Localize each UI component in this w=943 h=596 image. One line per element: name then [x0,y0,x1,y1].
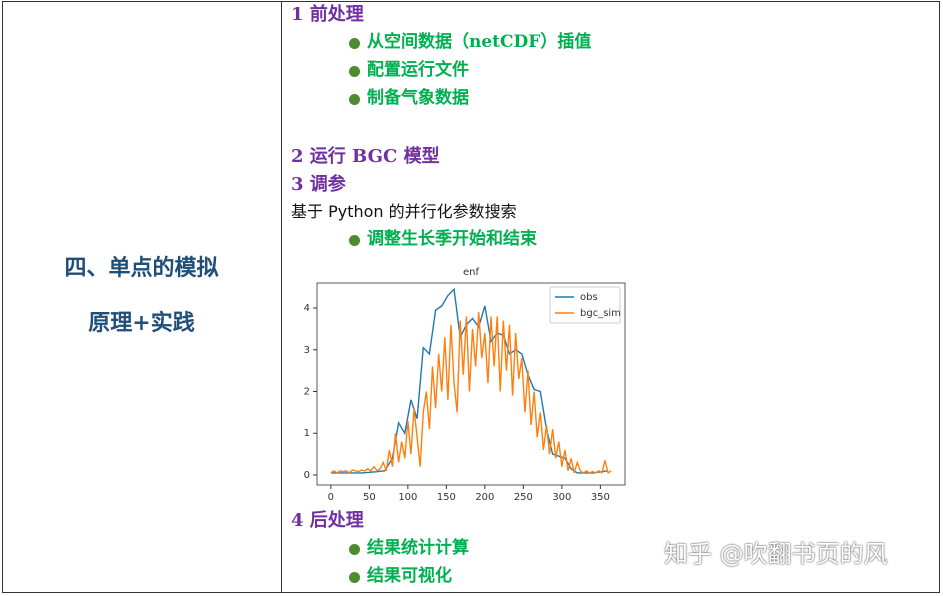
x-tick-label: 0 [328,492,334,502]
x-tick-label: 200 [475,492,494,502]
y-tick-label: 0 [304,470,310,481]
border [2,592,940,593]
left-subtitle: 原理+实践 [88,310,195,336]
note: 基于 Python 的并行化参数搜索 [291,202,517,221]
x-tick-label: 250 [514,492,533,502]
item: 调整生长季开始和结束 [367,229,537,249]
heading: 1 前处理 [291,4,364,25]
item: 结果可视化 [367,566,452,586]
y-tick-label: 1 [304,428,310,439]
border [281,1,282,593]
x-tick-label: 50 [363,492,376,502]
x-tick-label: 100 [398,492,417,502]
legend-label: bgc_sim [580,308,621,319]
data-line [330,287,609,474]
border [2,1,3,593]
bullet [349,235,360,246]
x-tick-label: 150 [437,492,456,502]
left-title: 四、单点的模拟 [64,255,219,281]
x-tick-label: 300 [552,492,571,502]
bullet [349,38,360,49]
item: 从空间数据（netCDF）插值 [367,32,592,52]
border [2,1,940,2]
chart: enf 0 1 2 3 4 0 50 100 150 200 250 300 350 obs bgc_sim [298,260,634,502]
bullet [349,94,360,105]
bullet [349,66,360,77]
data-line [330,312,612,475]
item: 制备气象数据 [367,88,469,108]
bullet [349,572,360,583]
y-tick-label: 3 [304,345,310,356]
x-tick-label: 350 [591,492,610,502]
axes-frame [316,282,626,486]
border [939,1,940,593]
chart-title: enf [463,267,479,278]
heading: 4 后处理 [291,510,364,531]
watermark: 知乎 @吹翻书页的风 [664,540,888,568]
y-tick-label: 2 [304,387,310,398]
y-tick-label: 4 [304,303,310,314]
item: 结果统计计算 [367,538,469,558]
item: 配置运行文件 [367,60,469,80]
bullet [349,544,360,555]
legend-label: obs [580,292,598,303]
heading: 3 调参 [291,174,346,195]
legend-box [549,286,621,324]
heading: 2 运行 BGC 模型 [291,146,440,167]
